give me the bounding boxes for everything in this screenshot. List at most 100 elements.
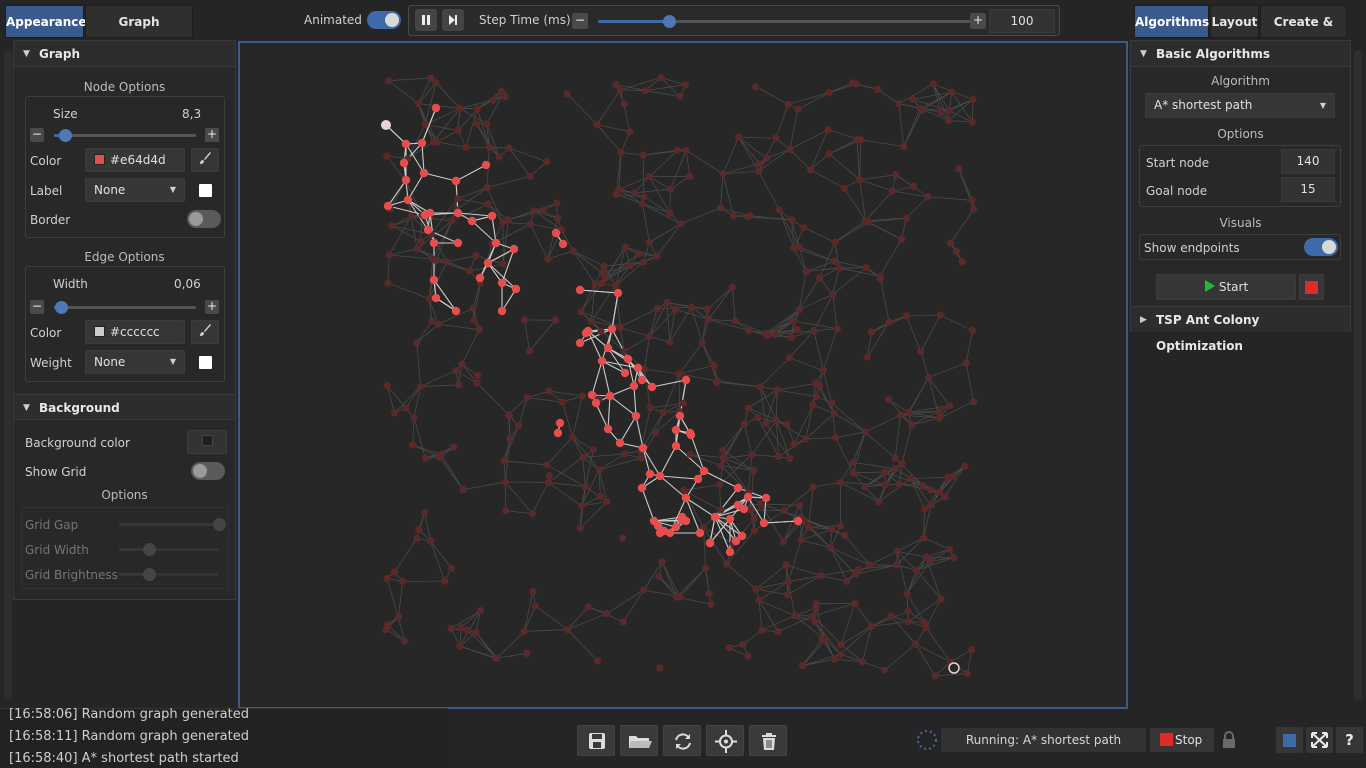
graph-node[interactable] [615,438,625,448]
graph-node[interactable] [598,269,606,277]
graph-node[interactable] [719,446,727,454]
graph-node[interactable] [782,561,790,569]
graph-node[interactable] [647,382,657,392]
graph-node[interactable] [908,421,916,429]
graph-node[interactable] [809,612,817,620]
graph-node[interactable] [616,86,624,94]
graph-node[interactable] [810,327,818,335]
graph-node[interactable] [605,391,615,401]
graph-node[interactable] [431,293,441,303]
graph-node[interactable] [659,409,667,417]
graph-node[interactable] [472,251,480,260]
graph-node[interactable] [563,625,572,634]
graph-node[interactable] [655,528,665,538]
graph-node[interactable] [728,283,736,291]
graph-node[interactable] [830,257,839,265]
graph-node[interactable] [734,133,743,141]
graph-node[interactable] [945,116,953,125]
graph-node[interactable] [790,440,798,448]
background-section-header[interactable]: ▼ Background [14,394,235,420]
graph-node[interactable] [523,649,531,658]
left-scrollbar[interactable] [4,50,12,700]
graph-node[interactable] [413,245,421,253]
graph-node[interactable] [775,206,783,214]
graph-node[interactable] [809,401,817,409]
graph-node[interactable] [831,655,839,663]
graph-node[interactable] [497,278,507,288]
edge-width-slider[interactable] [54,301,196,314]
graph-node[interactable] [645,173,654,181]
graph-node[interactable] [900,142,908,151]
graph-node[interactable] [653,521,663,531]
graph-node[interactable] [502,507,510,515]
graph-node[interactable] [771,330,779,339]
graph-node[interactable] [827,544,835,552]
graph-node[interactable] [569,433,577,441]
graph-node[interactable] [841,531,849,539]
graph-node[interactable] [797,536,805,544]
graph-node[interactable] [873,85,881,93]
graph-node[interactable] [454,126,462,135]
graph-node[interactable] [719,454,727,462]
node-border-toggle[interactable] [187,210,221,228]
graph-node[interactable] [645,238,653,247]
graph-node[interactable] [705,589,713,597]
graph-canvas[interactable] [238,41,1128,709]
center-view-button[interactable] [706,725,744,756]
graph-node[interactable] [679,399,687,407]
graph-node[interactable] [892,171,900,179]
graph-node[interactable] [457,623,465,632]
graph-node[interactable] [953,247,961,255]
graph-node[interactable] [530,207,538,215]
graph-node[interactable] [729,212,738,220]
graph-node[interactable] [867,328,876,336]
tab-appearance[interactable]: Appearance [5,5,87,38]
graph-node[interactable] [725,547,735,557]
graph-node[interactable] [621,243,629,251]
graph-node[interactable] [383,201,393,211]
graph-node[interactable] [416,237,425,245]
step-time-value[interactable]: 100 [989,9,1055,33]
graph-node[interactable] [945,545,954,553]
right-scrollbar[interactable] [1354,50,1362,700]
graph-node[interactable] [756,383,764,391]
graph-node[interactable] [912,566,920,574]
graph-node[interactable] [725,514,735,524]
graph-node[interactable] [384,77,393,85]
graph-node[interactable] [935,488,944,496]
graph-node[interactable] [403,195,413,205]
graph-node[interactable] [740,420,749,428]
graph-node[interactable] [800,224,808,232]
graph-node[interactable] [920,505,929,513]
graph-node[interactable] [759,518,769,528]
graph-node[interactable] [558,398,566,406]
graph-node[interactable] [958,258,966,266]
graph-node[interactable] [895,100,903,108]
graph-node[interactable] [620,100,628,108]
grid-brightness-slider[interactable] [119,568,219,581]
graph-node[interactable] [525,347,534,355]
graph-node[interactable] [607,324,617,334]
graph-node[interactable] [384,279,392,287]
graph-node[interactable] [410,413,418,422]
graph-node[interactable] [968,645,976,654]
graph-node[interactable] [666,209,674,217]
node-color-picker-button[interactable] [191,148,219,172]
graph-node[interactable] [784,591,792,599]
graph-node[interactable] [851,599,859,608]
graph-node[interactable] [420,210,430,220]
graph-node[interactable] [675,411,685,421]
graph-node[interactable] [795,243,804,251]
graph-node[interactable] [551,228,561,238]
graph-node[interactable] [818,635,826,643]
graph-node[interactable] [922,553,930,561]
graph-node[interactable] [581,483,590,491]
graph-node[interactable] [427,74,435,82]
graph-node[interactable] [454,381,463,389]
graph-node[interactable] [948,473,957,481]
graph-node[interactable] [772,416,781,424]
graph-node[interactable] [737,531,747,541]
graph-node[interactable] [638,200,647,208]
graph-node[interactable] [429,255,437,263]
graph-node[interactable] [491,238,501,248]
